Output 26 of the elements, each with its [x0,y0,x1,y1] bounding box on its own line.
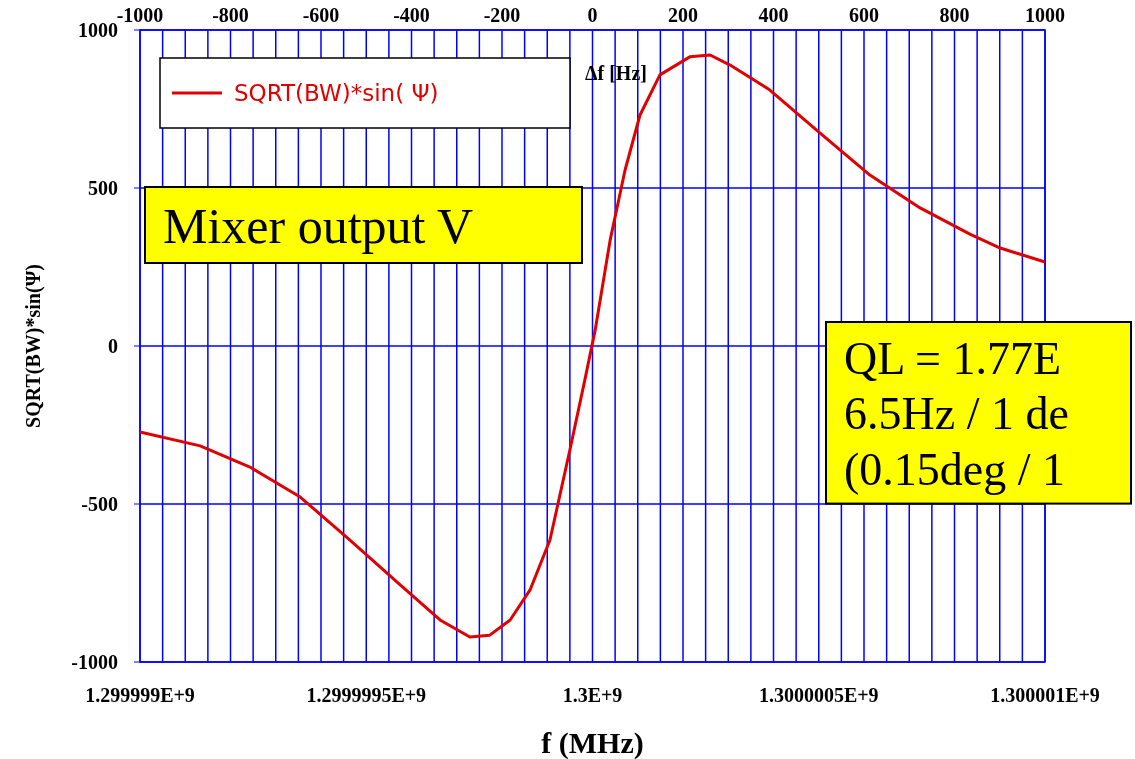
x-tick-label: 1.299999E+9 [85,684,195,706]
y-tick-label: -500 [81,493,118,515]
x2-tick-label: -600 [302,4,340,26]
x-axis-title: f (MHz) [541,726,644,759]
y-tick-label: 0 [108,335,118,357]
x2-tick-label: 800 [939,4,970,26]
x-tick-label: 1.2999995E+9 [306,684,427,706]
x2-tick-label: -400 [393,4,430,26]
x2-tick-label: -200 [483,4,521,26]
annotation: Mixer output V [163,198,474,254]
y-tick-label: -1000 [71,651,118,673]
legend-label: SQRT(BW)*sin( Ψ) [234,80,439,107]
x2-tick-label: 0 [587,4,598,26]
x-tick-label: 1.3000005E+9 [758,684,879,706]
y-tick-label: 1000 [78,19,118,41]
x-tick-label: 1.3E+9 [562,684,623,706]
y-axis-title: SQRT(BW)*sin(Ψ) [22,264,45,428]
x2-tick-label: 200 [668,4,698,26]
x2-tick-label: -800 [212,4,249,26]
x2-tick-label: 400 [758,4,789,26]
x2-tick-label: 1000 [1025,4,1065,26]
x-tick-label: 1.300001E+9 [990,684,1100,706]
y-tick-label: 500 [88,177,118,199]
annotation: QL = 1.77E 6.5Hz / 1 de (0.15deg / 1 [844,333,1069,495]
x2-tick-label: 600 [849,4,879,26]
x2-tick-label: -1000 [116,4,164,26]
